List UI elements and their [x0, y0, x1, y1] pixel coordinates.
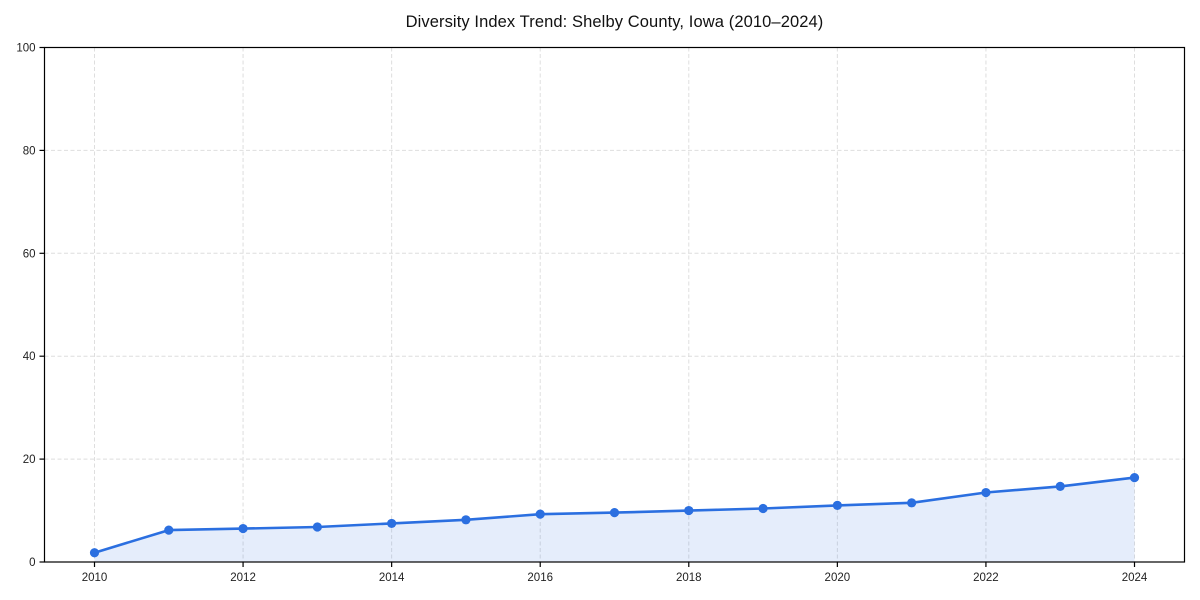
plot-frame — [43, 46, 1186, 563]
x-tick-label: 2018 — [676, 572, 702, 584]
x-tick-label: 2014 — [379, 572, 405, 584]
data-point-marker — [238, 523, 248, 534]
area-fill — [94, 477, 1135, 562]
data-point-marker — [312, 522, 322, 532]
y-tick-label: 20 — [23, 454, 36, 466]
y-tick-label: 0 — [29, 557, 35, 569]
x-tick-label: 2022 — [973, 572, 999, 584]
data-point-marker — [758, 503, 768, 514]
data-point-marker — [1055, 481, 1065, 491]
data-point-marker — [89, 548, 100, 558]
x-tick-label: 2012 — [230, 572, 256, 584]
data-point-marker — [609, 508, 620, 518]
chart-title: Diversity Index Trend: Shelby County, Io… — [405, 13, 824, 31]
y-tick-label: 40 — [23, 351, 36, 363]
data-point-marker — [387, 518, 397, 529]
x-tick-label: 2010 — [82, 572, 108, 584]
data-point-marker — [832, 500, 842, 511]
data-point-marker — [907, 498, 917, 508]
data-point-marker — [164, 525, 174, 535]
y-tick-label: 100 — [16, 43, 35, 55]
y-tick-label: 80 — [23, 145, 36, 157]
y-tick-label: 60 — [23, 248, 36, 260]
x-tick-label: 2024 — [1122, 572, 1148, 584]
data-point-marker — [981, 487, 991, 498]
data-point-marker — [461, 515, 471, 525]
data-point-marker — [684, 505, 694, 516]
data-point-marker — [1129, 473, 1140, 483]
data-point-marker — [535, 509, 545, 519]
x-tick-label: 2016 — [527, 572, 553, 584]
x-tick-label: 2020 — [825, 572, 851, 584]
